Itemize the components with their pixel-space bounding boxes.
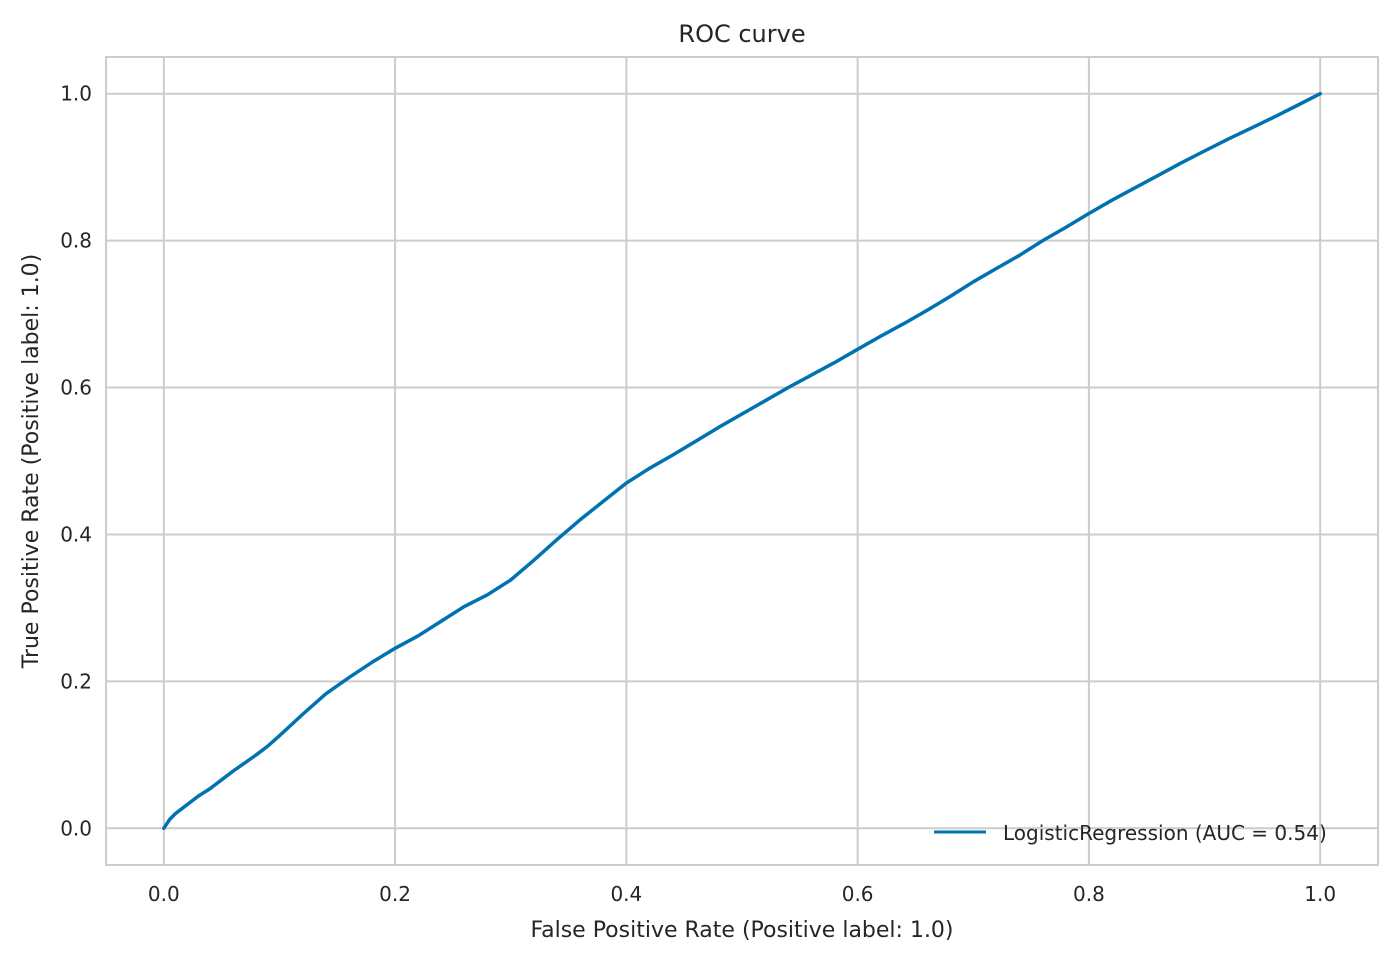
x-tick-label: 0.6 <box>842 882 874 906</box>
legend-label-logisticregression: LogisticRegression (AUC = 0.54) <box>1003 821 1327 845</box>
y-tick-label: 0.6 <box>60 376 92 400</box>
x-axis-label: False Positive Rate (Positive label: 1.0… <box>530 918 953 943</box>
y-tick-label: 0.2 <box>60 669 92 693</box>
x-tick-label: 0.4 <box>610 882 642 906</box>
y-tick-label: 0.8 <box>60 229 92 253</box>
x-tick-label: 0.0 <box>148 882 180 906</box>
x-tick-label: 0.8 <box>1073 882 1105 906</box>
chart-title: ROC curve <box>678 20 805 48</box>
y-tick-label: 0.4 <box>60 522 92 546</box>
x-axis-ticks: 0.0 0.2 0.4 0.6 0.8 1.0 <box>148 882 1336 906</box>
legend: LogisticRegression (AUC = 0.54) <box>934 821 1327 845</box>
plot-area-frame <box>105 56 1379 866</box>
y-tick-label: 0.0 <box>60 816 92 840</box>
series-layer <box>162 91 1322 831</box>
y-axis-ticks: 0.0 0.2 0.4 0.6 0.8 1.0 <box>60 82 92 841</box>
series-line-logisticregression <box>162 91 1322 831</box>
y-tick-label: 1.0 <box>60 82 92 106</box>
y-axis-label: True Positive Rate (Positive label: 1.0) <box>19 254 44 670</box>
x-tick-label: 1.0 <box>1304 882 1336 906</box>
x-tick-label: 0.2 <box>379 882 411 906</box>
grid <box>106 57 1378 865</box>
